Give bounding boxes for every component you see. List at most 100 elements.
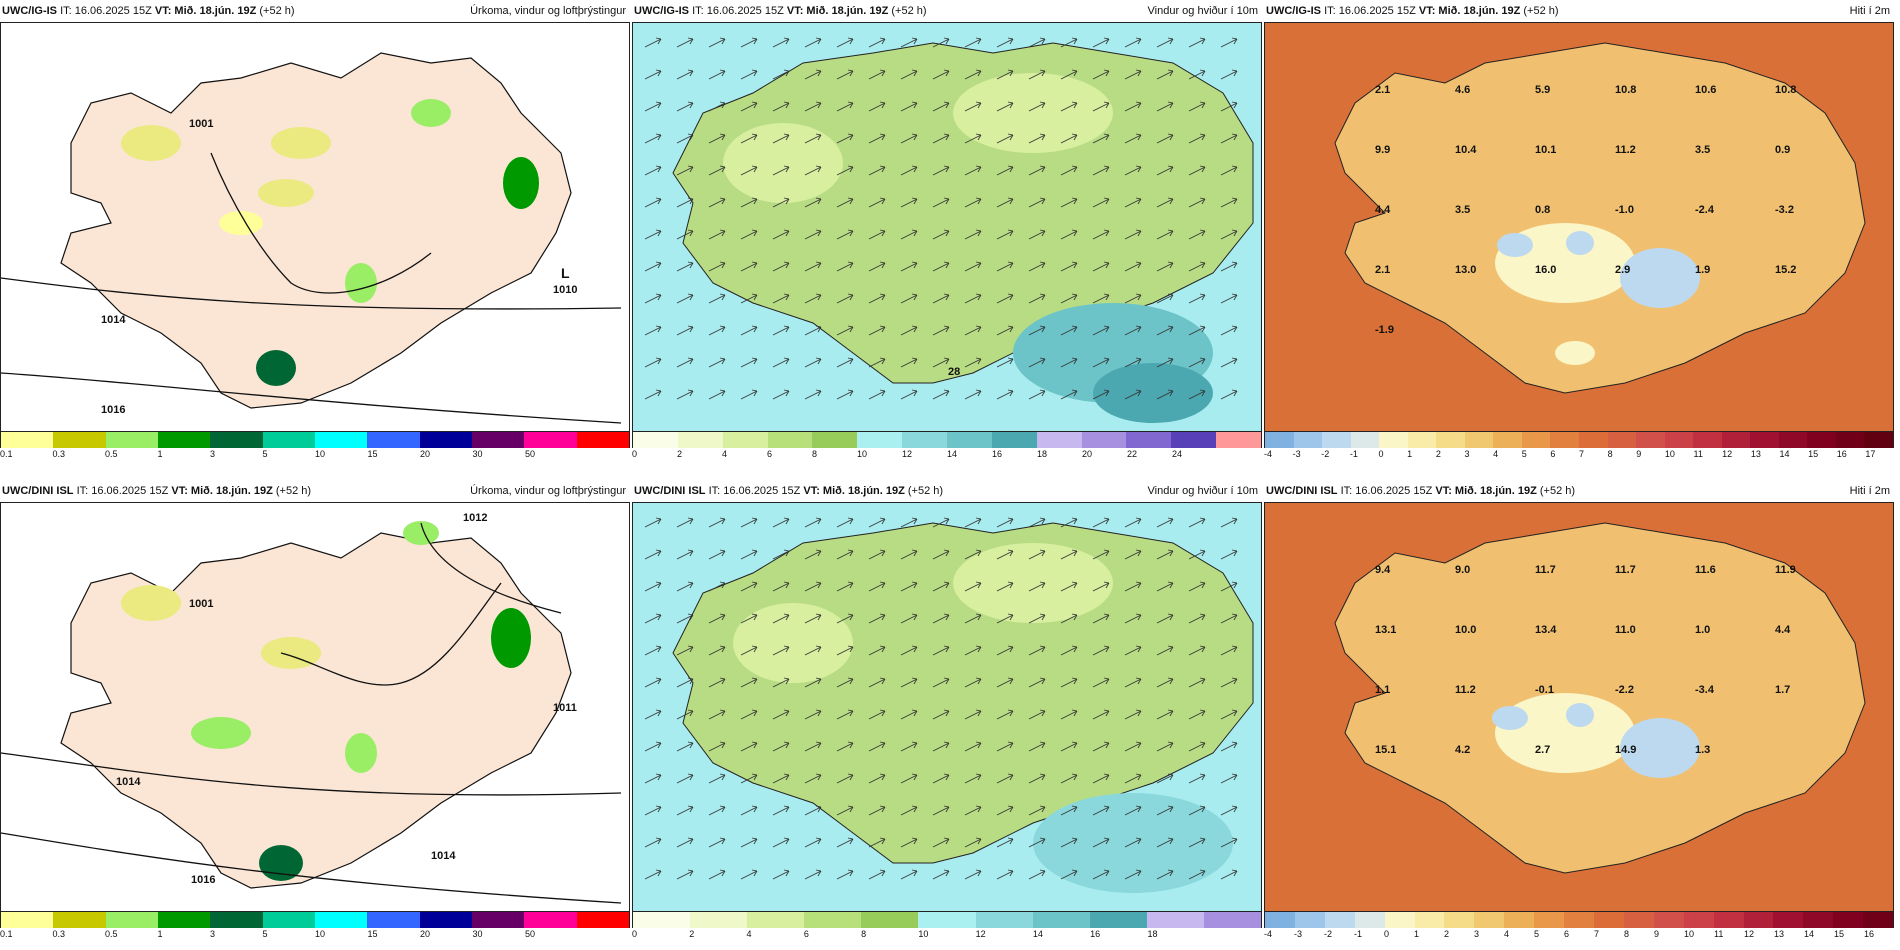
wind-arrow — [708, 741, 726, 752]
wind-arrow — [1060, 837, 1078, 848]
colorbar-swatch — [1607, 432, 1637, 448]
iceland-land — [1334, 522, 1866, 874]
model-name: UWC/IG-IS — [2, 5, 57, 17]
wind-arrow — [1188, 229, 1206, 240]
wind-arrow — [708, 805, 726, 816]
colorbar-swatch — [747, 912, 805, 928]
colorbar-tick-label: 2 — [1435, 449, 1441, 459]
wind-arrow — [1188, 37, 1206, 48]
colorbar-swatch — [690, 912, 748, 928]
wind-arrow — [740, 549, 758, 560]
wind-arrow — [676, 773, 694, 784]
precip-colorbar — [0, 912, 630, 928]
pressure-label: 1012 — [463, 512, 487, 524]
precip-map[interactable]: 1014 1016 1010 1001 L — [0, 22, 630, 432]
temp-map[interactable]: 2.1 4.6 5.9 10.8 10.6 10.8 9.9 10.4 10.1 11.2 3.5 0… — [1264, 22, 1894, 432]
colorbar-swatch — [157, 432, 211, 448]
colorbar-swatch — [210, 912, 263, 928]
wind-arrow — [1188, 293, 1206, 304]
wind-arrow — [708, 773, 726, 784]
wind-arrow — [772, 165, 790, 176]
wind-arrow — [1028, 549, 1046, 560]
lead-time: (+52 h) — [891, 5, 927, 17]
wind-arrow — [1060, 389, 1078, 400]
wind-arrow — [868, 357, 886, 368]
colorbar-tick-label: 17 — [1865, 449, 1876, 459]
wind-arrow — [644, 741, 662, 752]
wind-arrow — [1124, 581, 1142, 592]
wind-arrow — [708, 677, 726, 688]
colorbar-tick-label: -2 — [1321, 449, 1330, 459]
wind-arrow — [1092, 613, 1110, 624]
wind-arrow — [996, 677, 1014, 688]
wind-arrow — [1124, 517, 1142, 528]
wind-ticks: 0 2 4 6 8 10 12 14 16 18 20 22 24 — [632, 449, 1262, 461]
wind-arrow — [1092, 869, 1110, 880]
wind-arrow — [900, 165, 918, 176]
colorbar-tick-label: 3 — [1464, 449, 1470, 459]
wind-arrow — [1124, 613, 1142, 624]
init-time: IT: 16.06.2025 15Z — [76, 485, 169, 497]
temp-ticks: -4 -3 -2 -1 0 1 2 3 4 5 6 7 8 9 10 11 12 13 14 15 16 — [1264, 929, 1894, 941]
wind-arrow — [644, 101, 662, 112]
colorbar-swatch — [471, 912, 525, 928]
wind-arrow — [772, 69, 790, 80]
wind-arrow — [1092, 517, 1110, 528]
cold-areas — [1492, 693, 1700, 778]
wind-arrow — [932, 645, 950, 656]
colorbar-swatch — [576, 432, 629, 448]
wind-arrow — [868, 869, 886, 880]
wind-arrow — [1060, 325, 1078, 336]
wind-map[interactable]: 28 — [632, 22, 1262, 432]
colorbar-tick-label: 10 — [1664, 449, 1675, 459]
wind-arrow — [868, 773, 886, 784]
wind-arrow — [1124, 325, 1142, 336]
temp-map[interactable]: 9.4 9.0 11.7 11.7 11.6 11.9 13.1 10.0 13.4 11.0 1.… — [1264, 502, 1894, 912]
wind-arrow — [676, 101, 694, 112]
wind-arrow — [964, 741, 982, 752]
colorbar-swatch — [1089, 912, 1147, 928]
wind-arrow — [1028, 197, 1046, 208]
colorbar-swatch — [471, 432, 525, 448]
wind-arrow — [1188, 197, 1206, 208]
temp-value-label: -3.4 — [1695, 684, 1715, 696]
wind-arrow — [676, 837, 694, 848]
colorbar-tick-label: 0.3 — [52, 929, 66, 939]
temp-value-label: 15.2 — [1775, 264, 1796, 276]
pressure-label: 1011 — [553, 702, 577, 714]
wind-arrow — [836, 677, 854, 688]
colorbar-swatch — [1354, 912, 1385, 928]
valid-time: VT: Mið. 18.jún. 19Z — [803, 485, 905, 497]
wind-arrow — [740, 101, 758, 112]
precip-map[interactable]: 1012 1014 1016 1011 1001 1014 — [0, 502, 630, 912]
wind-arrow — [740, 677, 758, 688]
wind-arrow — [996, 613, 1014, 624]
wind-arrow — [644, 197, 662, 208]
temp-value-label: 1.0 — [1695, 624, 1710, 636]
wind-arrow — [1156, 389, 1174, 400]
colorbar-tick-label: 14 — [1779, 449, 1790, 459]
wind-arrow — [900, 645, 918, 656]
colorbar-swatch — [1833, 912, 1864, 928]
wind-arrow — [836, 133, 854, 144]
wind-arrow — [1124, 837, 1142, 848]
pressure-label: 1014 — [101, 314, 126, 326]
wind-arrow — [1188, 677, 1206, 688]
wind-arrow — [740, 389, 758, 400]
wind-arrow — [900, 517, 918, 528]
wind-arrow — [1028, 517, 1046, 528]
colorbar-tick-label: 1 — [1414, 929, 1420, 939]
wind-arrow — [868, 645, 886, 656]
wind-map[interactable] — [632, 502, 1262, 912]
panel-temp-bottom: UWC/DINI ISL IT: 16.06.2025 15Z VT: Mið.… — [1264, 480, 1894, 940]
wind-arrow — [1028, 261, 1046, 272]
wind-arrow — [996, 197, 1014, 208]
temp-value-label: 1.1 — [1375, 684, 1390, 696]
wind-arrow — [932, 581, 950, 592]
temp-value-label: 4.4 — [1775, 624, 1791, 636]
colorbar-tick-label: 0 — [632, 449, 638, 459]
colorbar-tick-label: 0.5 — [105, 449, 118, 459]
colorbar-swatch — [1743, 912, 1774, 928]
colorbar-swatch — [1293, 432, 1323, 448]
wind-arrow — [1092, 709, 1110, 720]
